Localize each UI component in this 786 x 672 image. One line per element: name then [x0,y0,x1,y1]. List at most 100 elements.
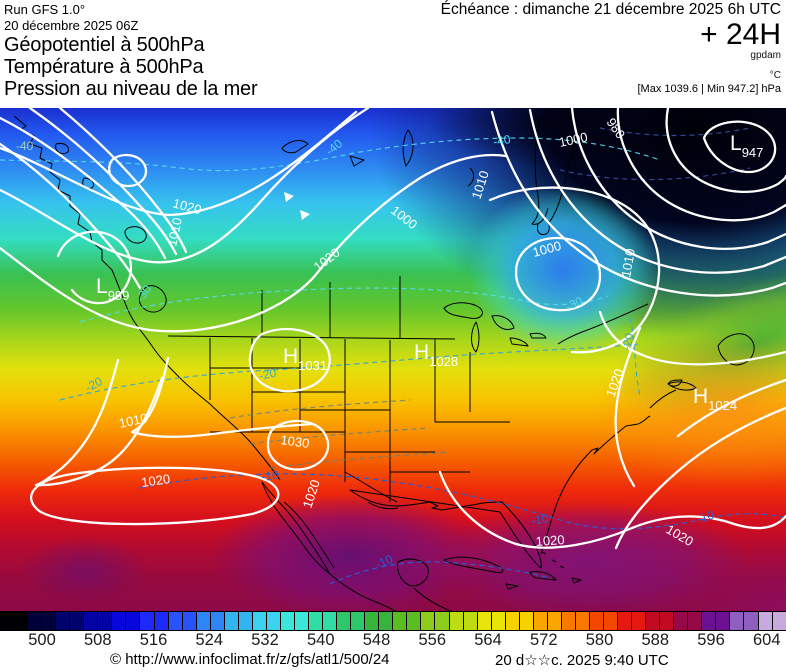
footer: © http://www.infoclimat.fr/z/gfs/atl1/50… [0,650,786,672]
colorbar-cell [618,612,632,630]
colorbar-cell [379,612,393,630]
colorbar-cell [294,612,309,630]
colorbar-cell [280,612,294,630]
colorbar-cell [716,612,730,630]
colorbar-cell [421,612,435,630]
colorbar-cell [533,612,547,630]
unit-celsius: °C [769,70,781,81]
colorbar-tick-label: 508 [83,631,112,649]
product-geopotential: Géopotentiel à 500hPa [4,34,205,56]
isotherm-label: -10 [260,468,279,484]
colorbar-cell [491,612,505,630]
pressure-extremes: [Max 1039.6 | Min 947.2] hPa [637,83,782,95]
colorbar-cell [84,612,98,630]
colorbar-cell [140,612,154,630]
colorbar-tick-label: 588 [641,631,670,649]
colorbar-cell [309,612,323,630]
colorbar-cell [730,612,744,630]
colorbar-cell [632,612,646,630]
colorbar-cell [646,612,660,630]
colorbar-cell [772,612,786,630]
valid-time: Échéance : dimanche 21 décembre 2025 6h … [440,1,781,18]
run-model: Run GFS 1.0° [4,2,86,17]
isobar-label: 1000 [531,238,563,260]
colorbar-cell [393,612,407,630]
colorbar-tick-label: 564 [474,631,502,649]
pressure-center-labels: L999 L947 H1031 H1028 H1024 [96,132,763,413]
weather-map-canvas: 1020 1010 1020 1000 1000 980 1010 1000 1… [0,108,786,611]
colorbar-cell [547,612,561,630]
colorbar-tick-label: 532 [251,631,279,649]
run-date: 20 décembre 2025 06Z [4,18,139,33]
colorbar-cell [674,612,688,630]
colorbar-cell [126,612,140,630]
coastlines-borders [13,115,755,611]
colorbar-cell [688,612,702,630]
isobar-label: 1020 [535,532,565,549]
colorbar-cell [210,612,224,630]
colorbar-cell [449,612,463,630]
copyright-url: © http://www.infoclimat.fr/z/gfs/atl1/50… [110,651,390,668]
isobar-label: 1010 [618,247,638,278]
colorbar [0,611,786,631]
colorbar-cell [702,612,716,630]
isotherm-label: -40 [492,132,512,149]
colorbar-cell [14,612,28,630]
colorbar-cell [407,612,421,630]
colorbar-cell [758,612,772,630]
colorbar-tick-label: 516 [139,631,168,649]
isobar-label: 1000 [558,129,589,150]
colorbar-cell [168,612,182,630]
colorbar-cell [365,612,379,630]
lead-time: + 24H [700,18,781,51]
colorbar-cell [154,612,168,630]
high-center: H1028 [414,341,458,369]
colorbar-cell [435,612,449,630]
colorbar-tick-label: 604 [752,631,781,649]
colorbar-tick-label: 596 [697,631,725,649]
isotherm-value-labels: -40 -40 -40 -30 -30 -20 -20 -20 -10 -10 … [16,132,716,572]
isobar-label: 1030 [280,432,311,451]
colorbar-cell [660,612,674,630]
low-center: L999 [96,275,129,303]
colorbar-cell [182,612,196,630]
colorbar-cell [224,612,238,630]
colorbar-ticks: 500 508 516 524 532 540 548 556 564 572 580 588 596 6… [0,631,786,651]
colorbar-cell [252,612,266,630]
isobar-label: 1020 [140,471,171,490]
colorbar-cell [28,612,42,630]
colorbar-cell [561,612,575,630]
colorbar-cell [463,612,477,630]
colorbar-cell [196,612,210,630]
colorbar-cell [56,612,70,630]
colorbar-cell [604,612,618,630]
colorbar-cell [266,612,280,630]
header-left: Run GFS 1.0° 20 décembre 2025 06Z Géopot… [4,2,258,100]
isotherm-label: -30 [563,294,585,314]
isobar-label: 1020 [171,195,203,217]
colorbar-tick-label: 572 [529,631,558,649]
colorbar-tick-label: 540 [306,631,335,649]
colorbar-cell [477,612,491,630]
colorbar-cell [337,612,351,630]
colorbar-cell [519,612,533,630]
isotherm-label: -40 [16,139,34,153]
isotherm-label: -10 [530,511,550,528]
colorbar-cell [575,612,589,630]
unit-gpdam: gpdam [750,50,781,61]
colorbar-cell [98,612,112,630]
colorbar-cell [744,612,758,630]
colorbar-cell [42,612,56,630]
isobar-label: 1010 [164,216,185,247]
colorbar-tick-label: 556 [418,631,447,649]
isotherm-label: -20 [258,366,278,383]
product-temperature: Température à 500hPa [4,56,204,78]
colorbar-cell [238,612,252,630]
generation-timestamp: 20 d☆☆c. 2025 9:40 UTC [495,652,669,669]
colorbar-tick-label: 500 [28,631,56,649]
isotherm-label: -10 [373,552,395,572]
product-pressure: Pression au niveau de la mer [4,78,258,100]
high-center: H1024 [693,385,737,413]
colorbar-cell [505,612,519,630]
header-right: Échéance : dimanche 21 décembre 2025 6h … [441,1,781,96]
